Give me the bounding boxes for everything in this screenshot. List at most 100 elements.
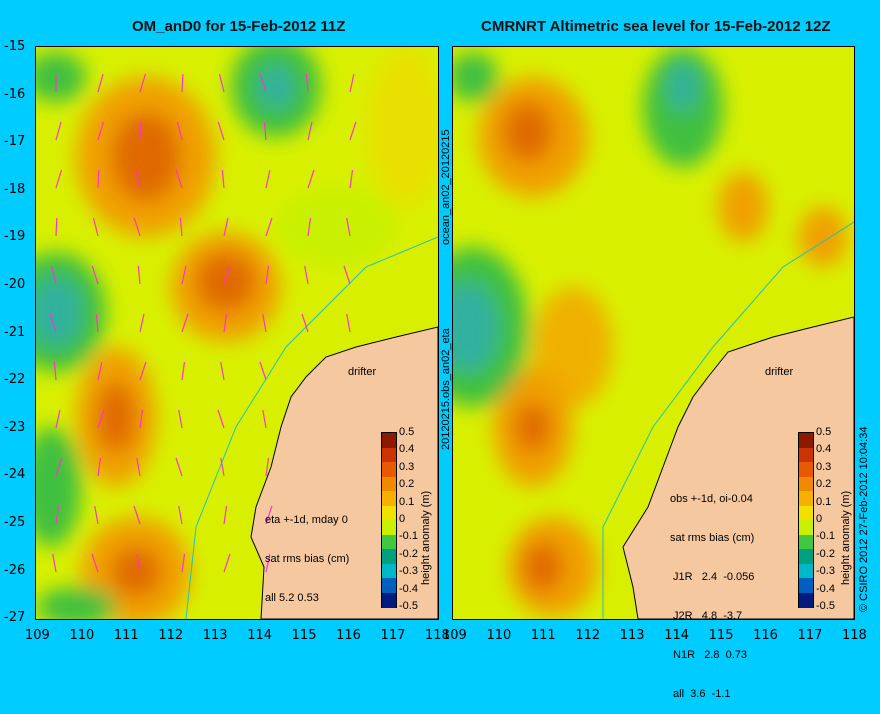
colorbar-swatch bbox=[799, 520, 813, 535]
right-stats-note: obs +-1d, oi-0.04 sat rms bias (cm) J1R … bbox=[670, 467, 754, 714]
colorbar-swatch bbox=[382, 505, 396, 521]
current-vector-arrow bbox=[137, 265, 141, 285]
right-side-label: 20120215.obs_an02_eta bbox=[440, 328, 452, 450]
current-vector-arrow bbox=[55, 169, 63, 189]
colorbar-swatch bbox=[382, 476, 396, 492]
colorbar-swatch bbox=[799, 491, 813, 506]
current-vector-arrow bbox=[181, 265, 187, 285]
current-vector-arrow bbox=[97, 409, 105, 429]
current-vector-arrow bbox=[139, 409, 144, 429]
current-vector-arrow bbox=[181, 313, 189, 333]
colorbar-tick-label: 0.2 bbox=[816, 478, 832, 491]
colorbar-swatch bbox=[382, 578, 396, 593]
left-drifter-label: drifter bbox=[348, 366, 377, 378]
colorbar-tick-label: 0.5 bbox=[399, 426, 415, 438]
latitude-tick-label: -25 bbox=[4, 515, 26, 530]
colorbar-swatch bbox=[799, 563, 813, 579]
colorbar-swatch bbox=[382, 447, 396, 463]
current-vector-arrow bbox=[91, 265, 99, 285]
longitude-tick-label: 109 bbox=[442, 628, 467, 643]
left-panel-title: OM_anD0 for 15-Feb-2012 11Z bbox=[132, 18, 346, 35]
current-vector-arrow bbox=[175, 457, 183, 477]
longitude-tick-label: 113 bbox=[619, 628, 645, 643]
longitude-tick-label: 114 bbox=[664, 628, 690, 643]
current-vector-arrow bbox=[265, 553, 271, 573]
latitude-tick-label: -18 bbox=[4, 181, 26, 197]
right-note-line: J1R 2.4 -0.056 bbox=[670, 571, 755, 583]
current-vector-arrow bbox=[53, 361, 57, 381]
current-vector-arrow bbox=[55, 217, 58, 237]
latitude-tick-label: -22 bbox=[4, 372, 26, 388]
current-vector-arrow bbox=[55, 505, 60, 525]
current-vector-arrow bbox=[176, 121, 183, 141]
right-note-line: N1R 2.8 0.73 bbox=[670, 649, 748, 661]
longitude-tick-label: 110 bbox=[486, 628, 512, 643]
colorbar-swatch bbox=[799, 578, 813, 593]
left-current-vectors bbox=[49, 73, 357, 573]
right-land bbox=[622, 316, 854, 619]
latitude-tick-label: -15 bbox=[4, 39, 26, 54]
longitude-tick-label: 115 bbox=[708, 628, 734, 643]
current-vector-arrow bbox=[52, 553, 57, 573]
right-map-panel bbox=[452, 46, 855, 620]
right-colorbar bbox=[798, 432, 814, 608]
longitude-tick-label: 117 bbox=[797, 628, 823, 643]
colorbar-tick-label: -0.5 bbox=[816, 600, 835, 612]
right-note-line: all 3.6 -1.1 bbox=[670, 688, 731, 700]
current-vector-arrow bbox=[55, 409, 61, 429]
current-vector-arrow bbox=[139, 73, 147, 93]
colorbar-swatch bbox=[799, 462, 813, 477]
colorbar-tick-label: -0.1 bbox=[399, 530, 418, 543]
colorbar-swatch bbox=[382, 491, 396, 506]
colorbar-swatch bbox=[382, 433, 396, 448]
current-vector-arrow bbox=[223, 313, 228, 333]
current-vector-arrow bbox=[223, 553, 231, 573]
current-vector-arrow bbox=[259, 73, 267, 93]
colorbar-tick-label: -0.4 bbox=[399, 582, 418, 595]
current-vector-arrow bbox=[91, 553, 99, 573]
current-vector-arrow bbox=[179, 217, 183, 237]
current-vector-arrow bbox=[92, 217, 99, 237]
current-vector-arrow bbox=[217, 121, 225, 141]
colorbar-tick-label: 0.4 bbox=[399, 443, 415, 456]
current-vector-arrow bbox=[265, 265, 270, 285]
colorbar-swatch bbox=[799, 447, 813, 463]
current-vector-arrow bbox=[49, 313, 57, 333]
longitude-tick-label: 113 bbox=[202, 628, 228, 643]
current-vector-arrow bbox=[97, 73, 104, 93]
latitude-tick-label: -27 bbox=[4, 610, 26, 626]
current-vector-arrow bbox=[97, 169, 100, 189]
left-colorbar bbox=[381, 432, 397, 608]
current-vector-arrow bbox=[349, 121, 357, 141]
current-vector-arrow bbox=[349, 169, 354, 189]
current-vector-arrow bbox=[178, 505, 183, 525]
left-note-line: eta +-1d, mday 0 bbox=[265, 514, 348, 526]
colorbar-swatch bbox=[382, 462, 396, 477]
current-vector-arrow bbox=[97, 457, 102, 477]
colorbar-tick-label: 0.3 bbox=[816, 460, 832, 473]
longitude-tick-label: 118 bbox=[842, 628, 867, 643]
current-vector-arrow bbox=[97, 121, 105, 141]
left-note-line: all 5.2 0.53 bbox=[265, 592, 319, 604]
current-vector-arrow bbox=[133, 217, 141, 237]
colorbar-tick-label: 0.2 bbox=[399, 478, 415, 491]
longitude-tick-label: 114 bbox=[247, 628, 273, 643]
current-vector-arrow bbox=[223, 217, 229, 237]
colorbar-swatch bbox=[799, 476, 813, 492]
longitude-tick-label: 109 bbox=[25, 628, 50, 643]
colorbar-tick-label: -0.2 bbox=[399, 547, 418, 560]
current-vector-arrow bbox=[223, 265, 231, 285]
left-map-panel bbox=[35, 46, 439, 620]
current-vector-arrow bbox=[265, 457, 270, 477]
current-vector-arrow bbox=[134, 169, 141, 189]
current-vector-arrow bbox=[263, 121, 267, 141]
latitude-tick-label: -23 bbox=[4, 419, 26, 435]
colorbar-tick-label: 0.1 bbox=[399, 495, 415, 508]
right-panel-title: CMRNRT Altimetric sea level for 15-Feb-2… bbox=[481, 18, 831, 35]
colorbar-tick-label: 0.5 bbox=[816, 426, 832, 438]
current-vector-arrow bbox=[220, 361, 225, 381]
colorbar-tick-label: -0.2 bbox=[816, 547, 835, 560]
longitude-tick-label: 115 bbox=[291, 628, 317, 643]
current-vector-arrow bbox=[221, 169, 225, 189]
current-vector-arrow bbox=[181, 361, 186, 381]
